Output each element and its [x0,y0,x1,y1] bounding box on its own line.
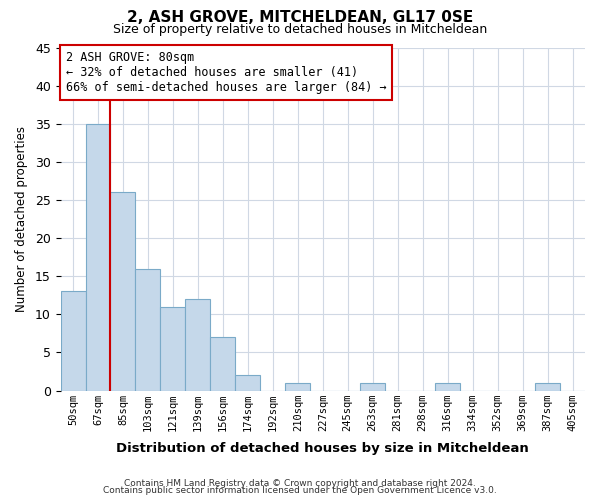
Bar [535,383,560,390]
Text: 2 ASH GROVE: 80sqm
← 32% of detached houses are smaller (41)
66% of semi-detache: 2 ASH GROVE: 80sqm ← 32% of detached hou… [66,51,386,94]
Bar [360,383,385,390]
Text: 2, ASH GROVE, MITCHELDEAN, GL17 0SE: 2, ASH GROVE, MITCHELDEAN, GL17 0SE [127,10,473,25]
Text: Size of property relative to detached houses in Mitcheldean: Size of property relative to detached ho… [113,22,487,36]
Bar [110,192,136,390]
Bar [136,268,160,390]
Bar [235,376,260,390]
Bar [185,299,211,390]
Y-axis label: Number of detached properties: Number of detached properties [15,126,28,312]
Bar [86,124,110,390]
Bar [286,383,310,390]
Text: Contains public sector information licensed under the Open Government Licence v3: Contains public sector information licen… [103,486,497,495]
Bar [61,292,86,390]
X-axis label: Distribution of detached houses by size in Mitcheldean: Distribution of detached houses by size … [116,442,529,455]
Bar [435,383,460,390]
Bar [160,306,185,390]
Bar [211,337,235,390]
Text: Contains HM Land Registry data © Crown copyright and database right 2024.: Contains HM Land Registry data © Crown c… [124,478,476,488]
